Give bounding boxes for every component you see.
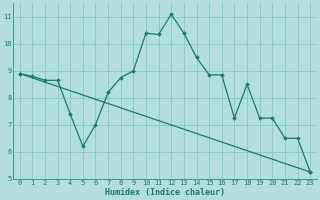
X-axis label: Humidex (Indice chaleur): Humidex (Indice chaleur) [105,188,225,197]
